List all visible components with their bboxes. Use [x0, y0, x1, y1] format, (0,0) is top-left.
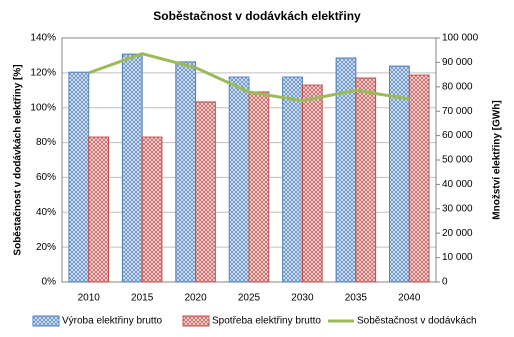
y2-tick-label: 30 000	[442, 203, 473, 214]
y-tick-label: 20%	[36, 242, 56, 253]
bar	[88, 136, 109, 283]
y2-tick-label: 60 000	[442, 130, 473, 141]
legend-label: Spotřeba elektřiny brutto	[212, 316, 321, 327]
bar	[121, 53, 143, 283]
legend-swatch	[182, 315, 210, 327]
bar	[195, 101, 216, 283]
y2-tick-label: 70 000	[442, 106, 473, 117]
y2-tick-label: 50 000	[442, 155, 473, 166]
bar	[141, 136, 163, 283]
y-tick-label: 80%	[36, 137, 56, 148]
x-tick-label: 2015	[131, 293, 154, 304]
bar	[175, 61, 197, 283]
bar	[68, 71, 90, 283]
y-tick-label: 140%	[30, 33, 56, 44]
x-tick-label: 2025	[238, 293, 261, 304]
x-tick-label: 2010	[78, 293, 101, 304]
y2-tick-label: 80 000	[442, 81, 473, 92]
chart-title: Soběstačnost v dodávkách elektřiny	[153, 9, 361, 23]
y-tick-label: 40%	[36, 207, 56, 218]
bar	[301, 84, 323, 283]
y-tick-label: 60%	[36, 172, 56, 183]
y-axis-title: Soběstačnost v dodávkách elektřiny [%]	[13, 64, 24, 255]
bar	[248, 91, 270, 283]
bar	[282, 76, 303, 283]
bar	[355, 77, 377, 283]
y2-tick-label: 90 000	[442, 57, 473, 68]
x-tick-label: 2040	[398, 293, 421, 304]
y2-tick-label: 10 000	[442, 252, 473, 263]
y2-axis-title: Množství elektřiny [GWh]	[492, 100, 503, 219]
bar	[408, 74, 430, 283]
legend-label: Výroba elektřiny brutto	[62, 316, 162, 327]
y2-tick-label: 20 000	[442, 228, 473, 239]
x-tick-label: 2035	[345, 293, 368, 304]
y2-tick-label: 0	[442, 277, 448, 288]
y-tick-label: 100%	[30, 102, 56, 113]
line	[88, 52, 410, 103]
legend-swatch	[32, 315, 60, 327]
y2-tick-label: 100 000	[442, 33, 479, 44]
y2-tick-label: 40 000	[442, 179, 473, 190]
y-tick-label: 0%	[42, 277, 57, 288]
x-tick-label: 2020	[184, 293, 207, 304]
legend-label: Soběstačnost v dodávkách	[357, 316, 477, 327]
bar	[228, 76, 250, 283]
x-tick-label: 2030	[291, 293, 314, 304]
y-tick-label: 120%	[30, 67, 56, 78]
